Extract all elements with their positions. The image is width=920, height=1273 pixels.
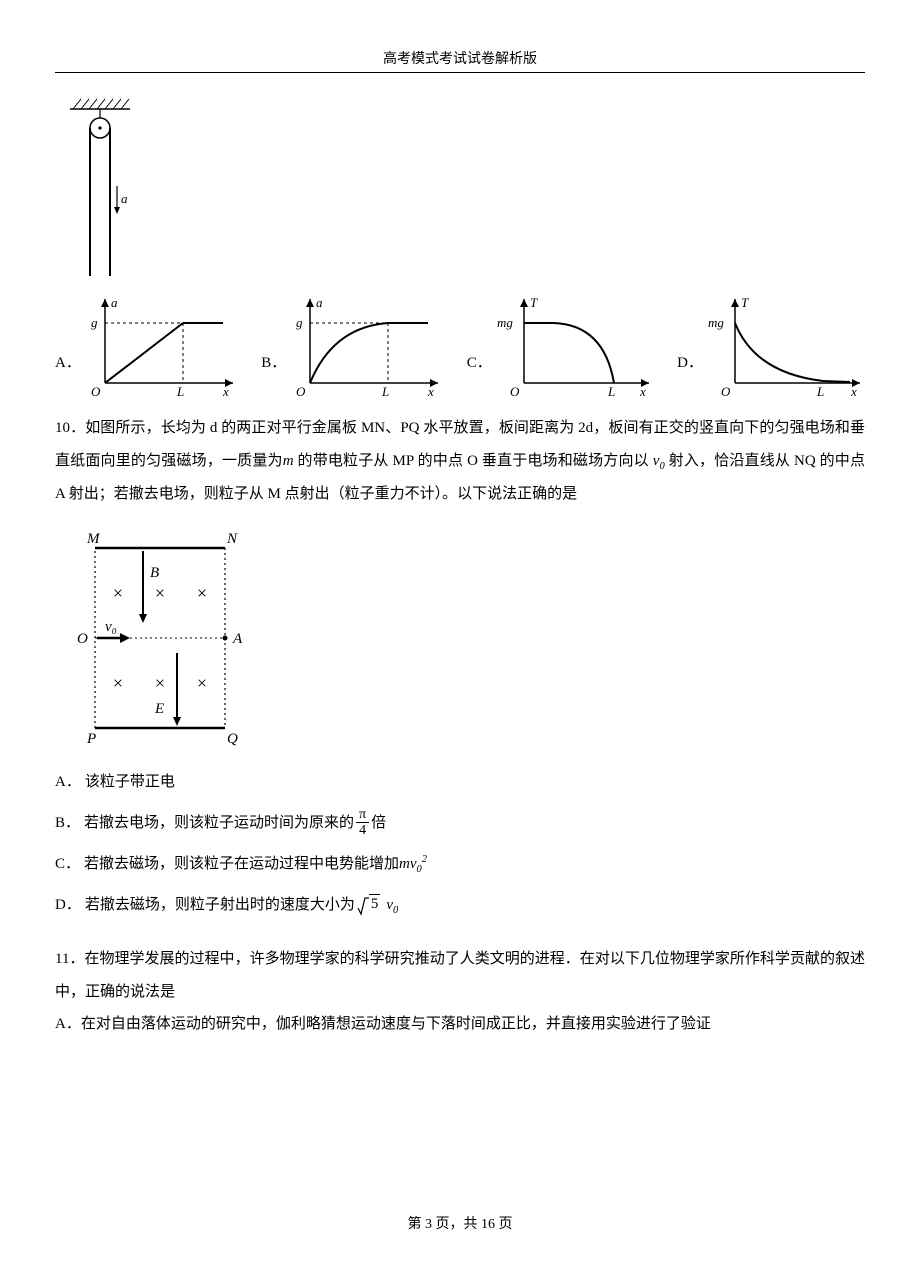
q10-text: 10．如图所示，长均为 d 的两正对平行金属板 MN、PQ 水平放置，板间距离为… [55, 412, 865, 511]
q10-t2: 的带电粒子从 MP 的中点 O 垂直于电场和磁场方向以 [294, 453, 653, 469]
option-b: B． a x O g L [261, 293, 443, 398]
svg-text:mg: mg [708, 315, 724, 330]
option-b-label: B． [261, 351, 286, 372]
svg-text:×: × [197, 583, 207, 603]
q10-choice-a: A． 该粒子带正电 [55, 767, 865, 797]
q10-choice-b: B． 若撤去电场，则该粒子运动时间为原来的 π 4 倍 [55, 807, 865, 839]
graph-b-svg: a x O g L [288, 293, 443, 398]
q11-number: 11． [55, 951, 84, 967]
svg-text:O: O [510, 384, 520, 398]
q10-choice-d: D． 若撤去磁场，则粒子射出时的速度大小为 5 v0 [55, 890, 865, 921]
svg-text:x: x [222, 384, 229, 398]
svg-text:B: B [150, 565, 159, 581]
svg-text:x: x [850, 384, 857, 398]
svg-text:×: × [155, 673, 165, 693]
svg-text:P: P [86, 731, 96, 747]
q10-number: 10． [55, 420, 85, 436]
graph-a-svg: a x O g L [83, 293, 238, 398]
fraction-pi-4: π 4 [356, 807, 369, 839]
q10-choice-c: C． 若撤去磁场，则该粒子在运动过程中电势能增加 mv02 [55, 849, 865, 880]
header-rule [55, 72, 865, 73]
option-a-label: A． [55, 351, 81, 372]
svg-text:×: × [197, 673, 207, 693]
svg-text:L: L [176, 384, 184, 398]
svg-text:L: L [816, 384, 824, 398]
svg-text:x: x [639, 384, 646, 398]
svg-text:Q: Q [227, 731, 238, 747]
option-c: C． T x O mg L [467, 293, 654, 398]
option-d-label: D． [677, 351, 703, 372]
pulley-label-a: a [121, 191, 128, 206]
svg-text:×: × [155, 583, 165, 603]
svg-text:g: g [296, 315, 303, 330]
svg-text:mg: mg [497, 315, 513, 330]
svg-text:×: × [113, 583, 123, 603]
option-a: A． a x O g L [55, 293, 238, 398]
svg-text:O: O [721, 384, 731, 398]
option-c-label: C． [467, 351, 492, 372]
q10-choices: A． 该粒子带正电 B． 若撤去电场，则该粒子运动时间为原来的 π 4 倍 C．… [55, 767, 865, 921]
svg-text:N: N [226, 531, 238, 547]
svg-text:a: a [111, 295, 118, 310]
pulley-svg: a [55, 91, 145, 281]
sqrt-5: 5 [357, 894, 381, 916]
q9-options-row: A． a x O g L B． a x O [55, 293, 865, 398]
svg-text:E: E [154, 701, 164, 717]
page-header-title: 高考模式考试试卷解析版 [55, 48, 865, 72]
page-footer: 第 3 页，共 16 页 [0, 1213, 920, 1233]
q10-v0: v0 [653, 453, 665, 469]
q10-svg: × × × × × × M N P Q O A B E v₀ [55, 523, 265, 753]
q11-text: 11．在物理学发展的过程中，许多物理学家的科学研究推动了人类文明的进程．在对以下… [55, 943, 865, 1009]
graph-c-svg: T x O mg L [494, 293, 654, 398]
svg-text:O: O [77, 631, 88, 647]
svg-text:T: T [741, 295, 749, 310]
q11-choice-a: A．在对自由落体运动的研究中，伽利略猜想运动速度与下落时间成正比，并直接用实验进… [55, 1009, 865, 1039]
svg-text:g: g [91, 315, 98, 330]
svg-text:x: x [427, 384, 434, 398]
svg-text:×: × [113, 673, 123, 693]
svg-text:v₀: v₀ [105, 619, 117, 635]
pulley-figure: a [55, 91, 865, 281]
svg-text:a: a [316, 295, 323, 310]
graph-d-svg: T x O mg L [705, 293, 865, 398]
svg-text:M: M [86, 531, 101, 547]
svg-text:O: O [91, 384, 101, 398]
q10-figure: × × × × × × M N P Q O A B E v₀ [55, 523, 865, 753]
svg-text:O: O [296, 384, 306, 398]
svg-text:L: L [607, 384, 615, 398]
option-d: D． T x O mg L [677, 293, 865, 398]
svg-text:T: T [530, 295, 538, 310]
q10-mass: m [283, 453, 294, 469]
svg-text:A: A [232, 631, 243, 647]
svg-text:L: L [381, 384, 389, 398]
